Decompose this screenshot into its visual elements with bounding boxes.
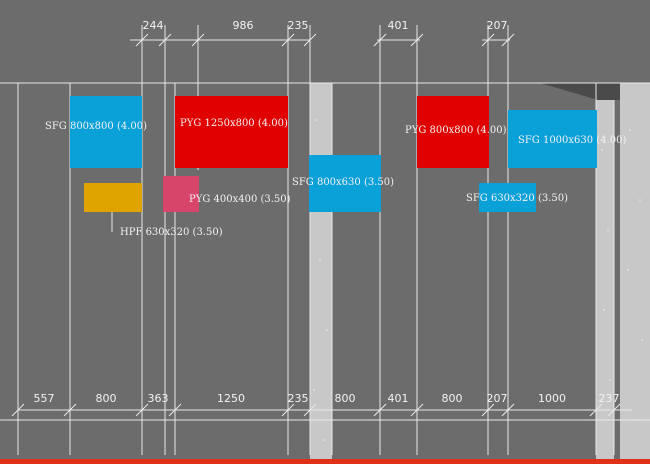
bottom-dim-9: 207 (486, 392, 508, 405)
bottom-dim-6: 800 (334, 392, 356, 405)
outlet-pyg-400x400 (163, 176, 199, 212)
outlet-sfg-630x320 (479, 183, 536, 212)
bottom-dim-3: 363 (147, 392, 169, 405)
label-sfg-1000x630: SFG 1000x630 (4.00) (518, 135, 627, 146)
top-dim-5: 207 (486, 19, 508, 32)
outlet-pyg-1250x800 (175, 96, 288, 168)
label-sfg-630x320: SFG 630x320 (3.50) (466, 193, 569, 204)
top-dim-4: 401 (387, 19, 409, 32)
bottom-dim-1: 557 (33, 392, 55, 405)
label-pyg-400x400: PYG 400x400 (3.50) (189, 194, 291, 205)
bottom-dim-5: 235 (287, 392, 309, 405)
label-pyg-800x800: PYG 800x800 (4.00) (405, 125, 507, 136)
outlet-hpf-630x320 (84, 183, 142, 212)
bottom-dim-11: 237 (598, 392, 620, 405)
top-dim-1: 244 (142, 19, 164, 32)
bottom-dim-7: 401 (387, 392, 409, 405)
label-hpf-630x320: HPF 630x320 (3.50) (120, 227, 223, 238)
bottom-dim-4: 1250 (217, 392, 245, 405)
label-sfg-800x800: SFG 800x800 (4.00) (45, 121, 148, 132)
wall-column-right (596, 100, 614, 464)
bottom-dim-8: 800 (441, 392, 463, 405)
bottom-dim-2: 800 (95, 392, 117, 405)
bottom-dim-10: 1000 (538, 392, 566, 405)
top-dim-2: 986 (232, 19, 254, 32)
label-pyg-1250x800: PYG 1250x800 (4.00) (180, 118, 288, 129)
outlet-pyg-800x800 (417, 96, 489, 168)
outlet-sfg-800x800 (70, 96, 142, 168)
outlet-sfg-800x630 (309, 155, 381, 212)
top-dim-3: 235 (287, 19, 309, 32)
outlet-sfg-1000x630 (508, 110, 597, 168)
label-sfg-800x630: SFG 800x630 (3.50) (292, 177, 395, 188)
wall-right-edge (620, 83, 650, 464)
